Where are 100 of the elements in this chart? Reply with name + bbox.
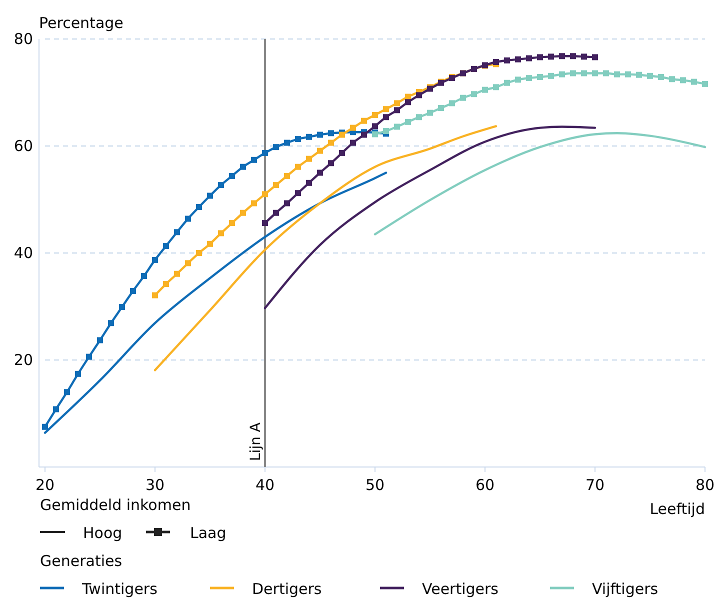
- x-axis-title: Leeftijd: [650, 500, 705, 518]
- point: [427, 110, 433, 116]
- legend-title: Generaties: [40, 552, 122, 570]
- ref-line-label: Lijn A: [248, 422, 264, 461]
- point: [691, 78, 697, 85]
- point: [306, 156, 312, 162]
- point: [702, 80, 708, 87]
- text: Laag: [190, 524, 226, 542]
- point: [537, 74, 543, 80]
- point: [592, 70, 598, 76]
- point: [295, 190, 301, 196]
- point: [273, 210, 279, 216]
- y-tick-label: 60: [14, 137, 33, 155]
- point: [405, 118, 411, 125]
- point: [152, 256, 158, 263]
- point: [438, 105, 444, 112]
- point: [592, 54, 598, 60]
- point: [449, 100, 455, 106]
- point: [328, 140, 334, 146]
- x-tick-label: 50: [365, 476, 385, 494]
- line-series: [264, 126, 596, 310]
- y-tick-label: 20: [14, 351, 33, 369]
- point: [460, 94, 466, 101]
- point: [240, 210, 246, 216]
- point: [603, 70, 609, 76]
- point: [570, 53, 576, 60]
- point: [526, 75, 532, 82]
- point: [295, 164, 301, 170]
- point: [240, 164, 246, 170]
- point: [559, 71, 565, 78]
- point: [416, 92, 422, 98]
- point: [185, 216, 191, 222]
- point: [119, 304, 125, 310]
- point: [350, 140, 356, 146]
- point: [537, 54, 543, 60]
- point: [174, 229, 180, 236]
- x-tick-label: 80: [695, 476, 715, 494]
- point: [669, 76, 675, 82]
- point: [350, 124, 356, 131]
- legend-label: Twintigers: [81, 580, 158, 598]
- point: [548, 72, 554, 79]
- point: [207, 192, 213, 199]
- point: [581, 70, 587, 76]
- point: [53, 406, 59, 412]
- point: [196, 204, 202, 210]
- point: [273, 144, 279, 150]
- point: [581, 54, 587, 60]
- point: [471, 91, 477, 98]
- point: [262, 191, 268, 198]
- point: [383, 128, 389, 134]
- point: [383, 106, 389, 112]
- point: [108, 320, 114, 326]
- point: [64, 389, 70, 396]
- point: [570, 70, 576, 76]
- point: [328, 160, 334, 166]
- point: [185, 260, 191, 266]
- point: [394, 107, 400, 114]
- point: [559, 53, 565, 60]
- point: [548, 54, 554, 60]
- point: [130, 288, 136, 294]
- point: [504, 57, 510, 64]
- point: [42, 424, 48, 430]
- point: [207, 240, 213, 247]
- point: [625, 71, 631, 78]
- point: [141, 273, 147, 280]
- point: [328, 130, 334, 136]
- y-tick-label: 40: [14, 244, 33, 262]
- point: [174, 270, 180, 277]
- point: [306, 134, 312, 140]
- point: [306, 180, 312, 186]
- x-tick-label: 70: [585, 476, 605, 494]
- x-tick-label: 60: [475, 476, 495, 494]
- legend-label: Vijftigers: [592, 580, 658, 598]
- point: [416, 114, 422, 120]
- point: [196, 250, 202, 256]
- point: [284, 172, 290, 179]
- point: [251, 200, 257, 206]
- point: [394, 100, 400, 106]
- text: Hoog: [83, 524, 122, 542]
- legend-label: Veertigers: [422, 580, 499, 598]
- point: [317, 132, 323, 138]
- point: [152, 292, 158, 298]
- point: [163, 281, 169, 288]
- y-axis-title: Percentage: [39, 14, 124, 32]
- point: [262, 150, 268, 156]
- point: [229, 172, 235, 179]
- point: [361, 132, 367, 138]
- point: [515, 56, 521, 62]
- point: [218, 230, 224, 236]
- point: [273, 182, 279, 188]
- point: [361, 118, 367, 124]
- point: [229, 220, 235, 226]
- point: [394, 124, 400, 130]
- point: [372, 112, 378, 118]
- point: [97, 337, 103, 344]
- line-series: [154, 125, 498, 372]
- point: [515, 76, 521, 83]
- point: [372, 123, 378, 130]
- point: [680, 77, 686, 84]
- line-series: [374, 132, 706, 236]
